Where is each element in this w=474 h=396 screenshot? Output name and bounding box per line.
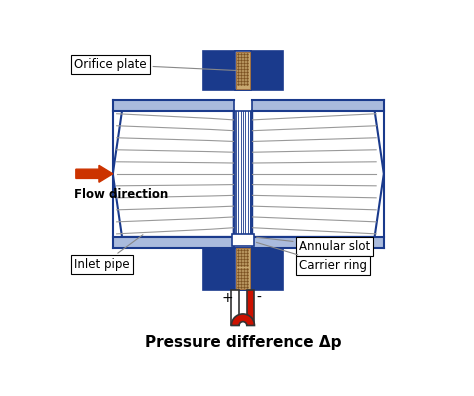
- Polygon shape: [113, 110, 234, 237]
- Bar: [247, 290, 255, 326]
- Bar: [252, 100, 384, 110]
- Text: +: +: [222, 291, 233, 305]
- Bar: [232, 234, 254, 246]
- Wedge shape: [231, 314, 255, 326]
- Bar: [203, 51, 283, 90]
- Text: Annular slot: Annular slot: [256, 237, 370, 253]
- Bar: [113, 237, 234, 248]
- FancyArrow shape: [76, 165, 113, 182]
- Bar: [235, 110, 251, 237]
- Text: -: -: [256, 291, 261, 305]
- Bar: [236, 249, 250, 289]
- Bar: [236, 52, 250, 89]
- Bar: [235, 248, 251, 290]
- Bar: [113, 100, 234, 110]
- Bar: [231, 290, 239, 326]
- Bar: [252, 237, 384, 248]
- Text: Carrier ring: Carrier ring: [256, 242, 367, 272]
- Bar: [235, 51, 251, 90]
- Bar: [203, 248, 283, 290]
- Text: Inlet pipe: Inlet pipe: [74, 235, 143, 271]
- Polygon shape: [252, 110, 384, 237]
- Text: Flow direction: Flow direction: [74, 188, 169, 201]
- Text: Orifice plate: Orifice plate: [74, 58, 237, 71]
- Text: Pressure difference Δp: Pressure difference Δp: [145, 335, 341, 350]
